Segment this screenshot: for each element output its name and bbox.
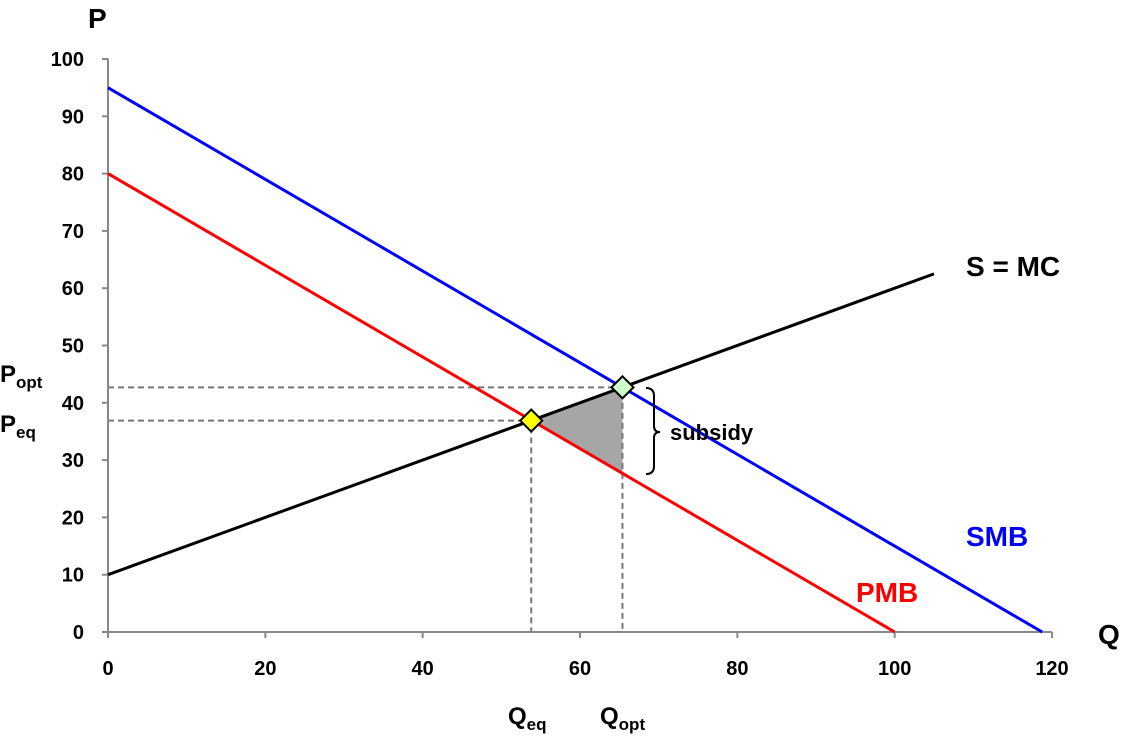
y-tick-label: 80 bbox=[62, 164, 84, 186]
subsidy-label: subsidy bbox=[670, 420, 754, 445]
series-label-smc: S = MC bbox=[966, 251, 1060, 282]
y-tick-label: 100 bbox=[51, 49, 84, 71]
q-eq-label: Qeq bbox=[508, 703, 547, 734]
series-label-smb: SMB bbox=[966, 521, 1028, 552]
y-tick-label: 0 bbox=[73, 622, 84, 644]
x-tick-label: 100 bbox=[878, 658, 911, 680]
y-tick-label: 20 bbox=[62, 507, 84, 529]
series-line-smb bbox=[107, 86, 1043, 634]
y-tick-label: 70 bbox=[62, 221, 84, 243]
subsidy-brace bbox=[645, 387, 661, 475]
y-tick-label: 60 bbox=[62, 278, 84, 300]
x-tick-label: 40 bbox=[412, 658, 434, 680]
x-axis-label: Q bbox=[1098, 619, 1120, 650]
series-line-pmb bbox=[107, 172, 896, 634]
x-tick-label: 80 bbox=[726, 658, 748, 680]
x-tick-label: 0 bbox=[102, 658, 113, 680]
y-tick-label: 40 bbox=[62, 393, 84, 415]
point-equilibrium bbox=[518, 408, 544, 433]
q-opt-label: Qopt bbox=[600, 703, 645, 734]
y-tick-label: 50 bbox=[62, 336, 84, 358]
p-eq-label: Peq bbox=[0, 411, 36, 442]
point-optimum bbox=[610, 374, 635, 400]
p-opt-label: Popt bbox=[0, 361, 43, 392]
y-tick-label: 90 bbox=[62, 106, 84, 128]
x-tick-label: 120 bbox=[1035, 658, 1068, 680]
series-line-smc bbox=[107, 272, 935, 577]
deadweight-loss-area bbox=[531, 387, 623, 474]
y-axis-label: P bbox=[88, 3, 107, 34]
y-tick-label: 10 bbox=[62, 565, 84, 587]
series-label-pmb: PMB bbox=[856, 577, 918, 608]
y-tick-label: 30 bbox=[62, 450, 84, 472]
x-tick-label: 60 bbox=[569, 658, 591, 680]
guide-line-equilibrium bbox=[108, 419, 533, 632]
x-tick-label: 20 bbox=[254, 658, 276, 680]
